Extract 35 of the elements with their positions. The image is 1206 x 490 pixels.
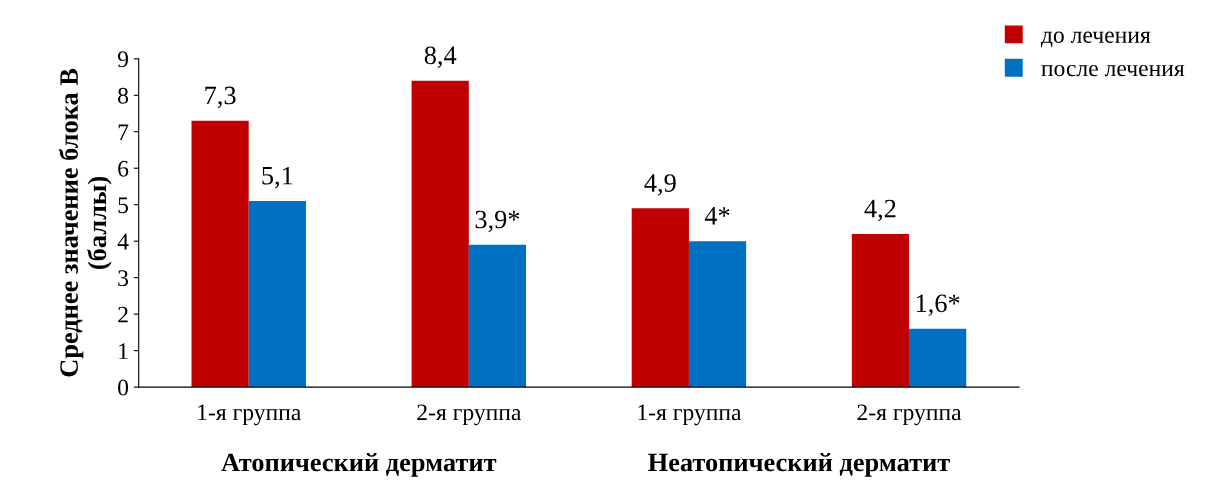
x-tick-label: 2-я группа — [417, 404, 522, 426]
bar — [248, 201, 306, 388]
y-tick-label: 6 — [118, 160, 129, 177]
y-tick-label: 2 — [118, 306, 128, 323]
y-tick-label: 9 — [117, 51, 128, 68]
y-tick-label: 1 — [119, 343, 128, 359]
data-label: 3,9* — [475, 210, 520, 233]
bar — [191, 120, 249, 388]
text: Неатопический дерматит — [648, 452, 950, 477]
data-label: 7,3 — [205, 86, 236, 109]
legend-label: после лечения — [1041, 64, 1185, 77]
bar — [468, 244, 527, 388]
y-axis-title: Среднее значение блока В (баллы) — [58, 68, 112, 377]
x-tick-label: 2-я группа — [857, 404, 962, 426]
data-label: 4,9 — [644, 174, 676, 196]
y-tick-label: 7 — [118, 124, 129, 140]
y-tick-label: 3 — [118, 270, 129, 287]
legend-label: до лечения — [1040, 31, 1151, 48]
y-tick-label: 0 — [118, 379, 129, 396]
bar — [631, 208, 689, 388]
data-label: 8,4 — [424, 46, 457, 69]
data-label: 1,6* — [916, 294, 960, 317]
text: Атопический дерматит — [221, 452, 497, 477]
y-tick-label: 8 — [118, 87, 129, 104]
data-label: 5,1 — [262, 166, 293, 189]
x-tick-label: 1-я группа — [638, 404, 742, 426]
bar — [851, 233, 910, 388]
x-tick-label: 1-я группа — [198, 404, 301, 426]
y-tick-label: 4 — [117, 233, 129, 250]
bar — [909, 328, 967, 388]
bar — [411, 80, 469, 388]
bar — [688, 241, 747, 388]
y-tick-label: 5 — [118, 197, 129, 214]
data-label: 4* — [704, 207, 730, 225]
data-label: 4,2 — [864, 199, 896, 222]
